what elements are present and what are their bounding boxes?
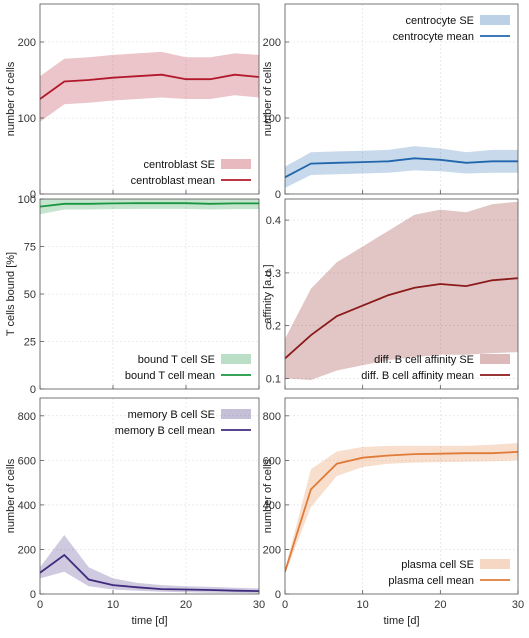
se-band [285, 146, 518, 188]
legend-label-se: centroblast SE [143, 159, 215, 171]
plot-frame [284, 397, 519, 595]
y-tick-label: 75 [24, 242, 36, 254]
y-axis-label: number of cells [5, 458, 17, 533]
mean-line [285, 157, 518, 179]
y-tick-label: 25 [24, 337, 36, 349]
y-axis-label: number of cells [262, 61, 274, 136]
y-axis-label: number of cells [5, 61, 17, 136]
y-tick-label: 800 [263, 411, 281, 423]
y-tick-label: 600 [263, 455, 281, 467]
x-tick-label: 0 [282, 599, 288, 611]
y-tick-label: 200 [263, 37, 281, 49]
legend-label-se: centrocyte SE [406, 15, 474, 27]
plot-frame [284, 198, 519, 390]
se-band [285, 443, 518, 574]
legend-label-se: memory B cell SE [128, 409, 215, 421]
mean-line [285, 277, 518, 360]
legend: bound T cell SE bound T cell mean [125, 354, 251, 382]
y-tick-label: 0 [30, 384, 36, 396]
plot-frame [39, 3, 260, 195]
legend: plasma cell SE plasma cell mean [388, 559, 510, 587]
mean-line [40, 553, 259, 592]
y-tick-label: 0 [275, 189, 281, 201]
y-tick-label: 0.3 [266, 268, 281, 280]
x-tick-label: 30 [253, 599, 265, 611]
mean-line [40, 202, 259, 208]
legend-label-mean: centroblast mean [131, 175, 215, 187]
x-axis-label: time [d] [383, 615, 419, 627]
y-tick-label: 0 [275, 589, 281, 601]
x-tick-label: 20 [434, 599, 446, 611]
y-tick-label: 100 [263, 113, 281, 125]
legend-swatch-se [480, 559, 510, 569]
y-tick-label: 0.4 [266, 215, 281, 227]
chart-panel-6: 0 200 400 600 800 0 10 20 30 number of cells time … [262, 397, 524, 627]
y-tick-label: 0.2 [266, 321, 281, 333]
se-band [40, 51, 259, 122]
legend-swatch-se [480, 15, 510, 25]
legend-label-mean: centrocyte mean [393, 31, 474, 43]
y-axis-label: T cells bound [%] [5, 252, 17, 336]
y-tick-label: 200 [18, 544, 36, 556]
x-axis-label: time [d] [131, 615, 167, 627]
legend-label-mean: plasma cell mean [388, 575, 474, 587]
legend: centroblast SE centroblast mean [131, 159, 251, 187]
y-tick-label: 800 [18, 411, 36, 423]
legend-label-se: plasma cell SE [401, 559, 474, 571]
legend-label-se: bound T cell SE [138, 354, 215, 366]
legend-swatch-se [221, 354, 251, 364]
x-tick-label: 10 [357, 599, 369, 611]
y-tick-label: 0 [30, 589, 36, 601]
legend-swatch-se [221, 409, 251, 419]
se-band [40, 535, 259, 594]
x-tick-label: 0 [37, 599, 43, 611]
y-tick-label: 50 [24, 289, 36, 301]
legend-label-mean: bound T cell mean [125, 370, 215, 382]
y-tick-label: 0 [30, 189, 36, 201]
chart-panel-4: 0.1 0.2 0.3 0.4 affinity [a.u.] diff. B cell … [262, 198, 519, 390]
legend-label-mean: diff. B cell affinity mean [361, 370, 474, 382]
x-tick-label: 30 [512, 599, 524, 611]
y-tick-label: 200 [18, 37, 36, 49]
legend-swatch-se [480, 354, 510, 364]
y-tick-label: 400 [263, 500, 281, 512]
legend: memory B cell SE memory B cell mean [115, 409, 251, 437]
legend: centrocyte SE centrocyte mean [393, 15, 510, 43]
se-band [40, 199, 259, 215]
plot-frame [39, 397, 260, 595]
plot-frame [284, 3, 519, 195]
chart-panel-3: 0 25 50 75 100 T cells bound [%] bound T cell … [5, 194, 260, 396]
y-tick-label: 200 [263, 544, 281, 556]
x-tick-label: 20 [180, 599, 192, 611]
y-axis-label: affinity [a.u.] [262, 264, 274, 323]
mean-line [285, 451, 518, 572]
chart-panel-5: 0 200 400 600 800 0 10 20 30 number of cells time … [5, 397, 265, 627]
legend-swatch-se [221, 159, 251, 169]
legend-label-mean: memory B cell mean [115, 425, 215, 437]
y-tick-label: 100 [18, 194, 36, 206]
y-tick-label: 0.1 [266, 373, 281, 385]
legend-label-se: diff. B cell affinity SE [374, 354, 474, 366]
x-tick-label: 10 [107, 599, 119, 611]
legend: diff. B cell affinity SE diff. B cell aff… [361, 354, 510, 382]
mean-line [40, 73, 259, 100]
y-tick-label: 100 [18, 113, 36, 125]
y-tick-label: 400 [18, 500, 36, 512]
y-tick-label: 600 [18, 455, 36, 467]
y-axis-label: number of cells [262, 458, 274, 533]
